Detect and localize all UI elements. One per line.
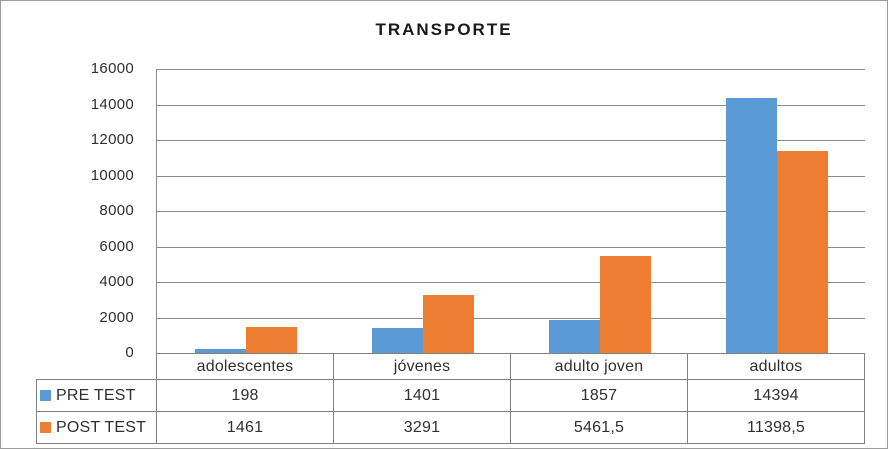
category-slot-adulto-joven (511, 69, 688, 353)
gridline (157, 318, 865, 319)
value-cell-post-test-adultos: 11398,5 (687, 411, 865, 444)
value-cell-pre-test-adultos: 14394 (687, 379, 865, 412)
gridline (157, 140, 865, 141)
category-slot-adolescentes (157, 69, 334, 353)
bar-post-test-j-venes (422, 295, 474, 353)
value-cell-pre-test-adulto-joven: 1857 (510, 379, 688, 412)
gridline (157, 105, 865, 106)
legend-series-name: PRE TEST (56, 386, 136, 404)
y-axis-label: 4000 (99, 273, 134, 290)
category-label-adolescentes: adolescentes (156, 353, 334, 380)
bar-post-test-adulto-joven (599, 256, 651, 353)
value-cell-post-test-j-venes: 3291 (333, 411, 511, 444)
y-axis-label: 8000 (99, 202, 134, 219)
bar-pre-test-adolescentes (194, 349, 246, 353)
gridline (157, 282, 865, 283)
bar-pre-test-adultos (725, 98, 777, 353)
legend-pre-test: PRE TEST (36, 379, 157, 412)
category-slot-adultos (688, 69, 865, 353)
bar-pre-test-j-venes (371, 328, 423, 353)
bar-post-test-adultos (776, 151, 828, 353)
table-row: POST TEST 1461 3291 5461,5 11398,5 (36, 411, 865, 444)
category-label-j-venes: jóvenes (333, 353, 511, 380)
plot-area (156, 69, 865, 353)
y-axis-label: 10000 (90, 167, 134, 184)
legend-color-swatch-icon (40, 389, 51, 401)
table-corner-blank (37, 354, 157, 380)
data-table: adolescentes jóvenes adulto joven adultos PR… (36, 353, 865, 444)
chart-title: TRANSPORTE (375, 20, 513, 39)
gridline (157, 69, 865, 70)
value-cell-pre-test-adolescentes: 198 (156, 379, 334, 412)
legend-color-swatch-icon (40, 421, 51, 433)
value-cell-post-test-adulto-joven: 5461,5 (510, 411, 688, 444)
bar-post-test-adolescentes (245, 327, 297, 353)
table-row: PRE TEST 198 1401 1857 14394 (36, 379, 865, 412)
y-axis-label: 16000 (90, 60, 134, 77)
legend-post-test: POST TEST (36, 411, 157, 444)
category-slot-j-venes (334, 69, 511, 353)
legend-series-name: POST TEST (56, 418, 147, 436)
y-axis-label: 14000 (90, 96, 134, 113)
y-axis: 0 2000 4000 6000 8000 10000 12000 14000 16000 (1, 60, 134, 361)
gridline (157, 176, 865, 177)
bar-pre-test-adulto-joven (548, 320, 600, 353)
data-table-grid: adolescentes jóvenes adulto joven adultos PR… (36, 353, 865, 444)
category-label-adultos: adultos (687, 353, 865, 380)
value-cell-post-test-adolescentes: 1461 (156, 411, 334, 444)
category-label-adulto-joven: adulto joven (510, 353, 688, 380)
y-axis-label: 12000 (90, 131, 134, 148)
gridline (157, 247, 865, 248)
y-axis-label: 0 (125, 344, 134, 361)
y-axis-label: 6000 (99, 238, 134, 255)
y-axis-label: 2000 (99, 309, 134, 326)
gridline (157, 211, 865, 212)
bars-row (157, 69, 865, 353)
value-cell-pre-test-j-venes: 1401 (333, 379, 511, 412)
